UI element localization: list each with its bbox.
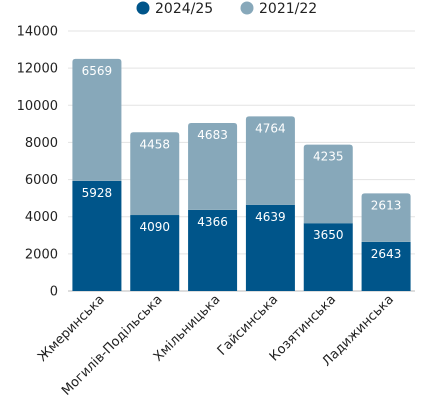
data-label: 2613	[371, 198, 402, 212]
y-tick-label: 2000	[25, 247, 58, 262]
bar-segment	[245, 204, 295, 291]
bar-segment	[130, 132, 180, 216]
bar-segment	[72, 180, 122, 291]
bar-segment	[361, 193, 411, 242]
bar-segment	[188, 209, 238, 291]
bar-segment	[245, 116, 295, 205]
legend-marker	[136, 1, 150, 15]
data-label: 4683	[197, 128, 228, 142]
data-label: 4764	[255, 121, 286, 135]
legend-label: 2024/25	[155, 1, 213, 17]
bar-segment	[130, 215, 180, 291]
data-label: 4090	[139, 220, 170, 234]
y-tick-label: 8000	[25, 136, 58, 151]
data-label: 6569	[82, 64, 113, 78]
data-label: 4366	[197, 215, 228, 229]
bar-segment	[303, 144, 353, 224]
legend-marker	[240, 1, 254, 15]
bar-segment	[188, 122, 238, 210]
y-tick-label: 0	[50, 285, 58, 300]
y-tick-label: 12000	[17, 62, 58, 77]
y-axis: 0 2000 4000 6000 8000 10000 12000 14000	[17, 25, 58, 300]
bar-segment	[361, 241, 411, 291]
y-tick-label: 14000	[17, 25, 58, 40]
y-tick-label: 6000	[25, 173, 58, 188]
y-tick-label: 10000	[17, 99, 58, 114]
data-label: 5928	[82, 186, 113, 200]
legend-label: 2021/22	[259, 1, 317, 17]
data-label: 4639	[255, 210, 286, 224]
x-axis: ЖмеринськаМогилів-ПодільськаХмільницькаГ…	[35, 292, 397, 399]
legend: 2024/25 2021/22	[136, 1, 317, 17]
bars: 5928 6569 4090 4458 4366 4683 4639 4764 3650 4235…	[72, 58, 411, 291]
data-label: 3650	[313, 228, 344, 242]
data-label: 2643	[371, 247, 402, 261]
grid-lines	[68, 30, 415, 292]
x-tick-label: Могилів-Подільська	[59, 292, 166, 399]
y-tick-label: 4000	[25, 210, 58, 225]
bar-segment	[303, 223, 353, 291]
bar-segment	[72, 58, 122, 181]
data-label: 4458	[139, 137, 170, 151]
data-label: 4235	[313, 150, 344, 164]
